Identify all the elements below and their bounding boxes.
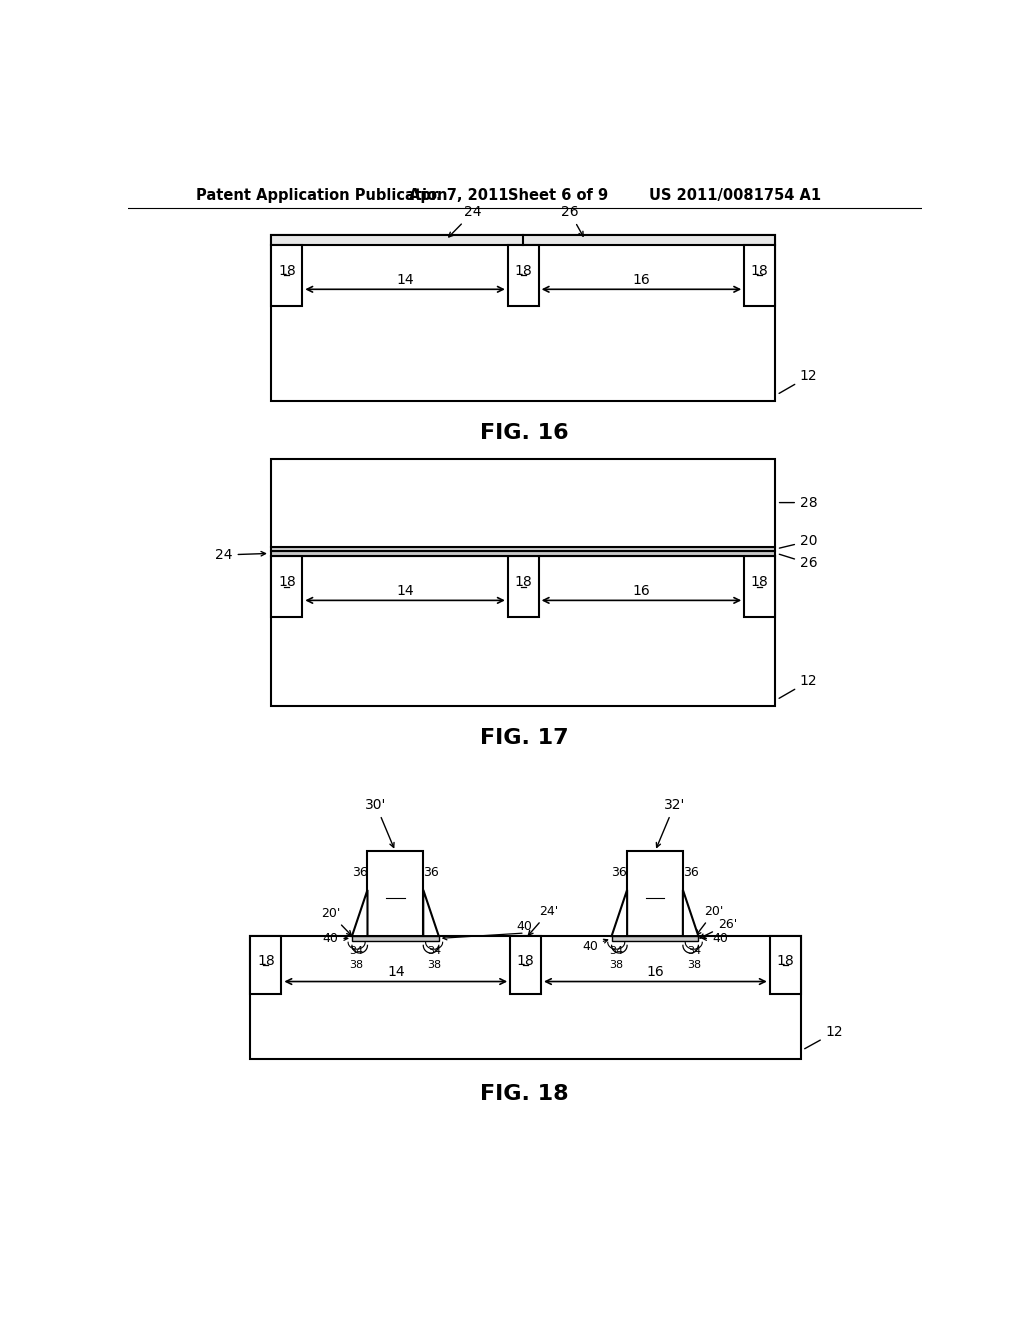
Bar: [271, 235, 775, 244]
Polygon shape: [611, 890, 627, 936]
Text: 36: 36: [683, 866, 698, 879]
Text: 40: 40: [582, 940, 598, 953]
Bar: [271, 556, 302, 618]
Text: 32': 32': [656, 799, 685, 847]
Text: 14: 14: [387, 965, 404, 979]
Text: 40: 40: [323, 932, 338, 945]
Text: 40: 40: [712, 932, 728, 945]
Text: 18: 18: [514, 264, 532, 277]
Text: 36: 36: [423, 866, 439, 879]
Text: 34: 34: [427, 946, 441, 957]
Text: 20': 20': [321, 907, 351, 936]
Text: 18: 18: [278, 576, 296, 589]
Text: 18: 18: [514, 576, 532, 589]
Bar: [508, 244, 539, 306]
Text: 28: 28: [779, 495, 817, 510]
Text: 26: 26: [561, 206, 583, 236]
Text: 40: 40: [517, 920, 532, 933]
Text: 20': 20': [696, 906, 724, 935]
Text: Apr. 7, 2011: Apr. 7, 2011: [409, 187, 508, 203]
Bar: [271, 235, 775, 401]
Bar: [271, 556, 775, 706]
Text: 30': 30': [366, 799, 394, 847]
Bar: [744, 556, 775, 618]
Bar: [368, 851, 423, 936]
Text: 18: 18: [776, 954, 794, 968]
Text: 38: 38: [609, 961, 624, 970]
Text: Sheet 6 of 9: Sheet 6 of 9: [508, 187, 608, 203]
Bar: [508, 556, 539, 618]
Text: FIG. 17: FIG. 17: [480, 729, 569, 748]
Text: 24: 24: [449, 206, 481, 236]
Text: 12: 12: [779, 675, 817, 698]
Text: 20: 20: [779, 535, 817, 548]
Bar: [352, 936, 438, 941]
Text: 12: 12: [805, 1026, 843, 1048]
Text: 24': 24': [528, 906, 559, 935]
Text: 18: 18: [751, 264, 768, 277]
Text: 28': 28': [385, 886, 407, 899]
Bar: [627, 851, 683, 936]
Bar: [271, 548, 775, 552]
Bar: [251, 936, 282, 994]
Bar: [271, 552, 775, 556]
Text: 16: 16: [633, 585, 650, 598]
Text: 24: 24: [215, 548, 265, 562]
Text: 26': 26': [700, 917, 737, 939]
Text: 28': 28': [644, 886, 666, 899]
Text: 34: 34: [349, 946, 364, 957]
Text: 26: 26: [779, 554, 817, 570]
Text: 36: 36: [611, 866, 628, 879]
Text: FIG. 18: FIG. 18: [480, 1084, 569, 1104]
Bar: [510, 936, 541, 994]
Text: 36: 36: [352, 866, 368, 879]
Text: US 2011/0081754 A1: US 2011/0081754 A1: [649, 187, 821, 203]
Text: Patent Application Publication: Patent Application Publication: [197, 187, 447, 203]
Text: 16: 16: [646, 965, 665, 979]
Text: 18: 18: [517, 954, 535, 968]
Text: 34: 34: [687, 946, 700, 957]
Text: 38: 38: [349, 961, 364, 970]
Text: 18: 18: [751, 576, 768, 589]
Text: 18: 18: [257, 954, 274, 968]
Text: FIG. 16: FIG. 16: [480, 424, 569, 444]
Text: 14: 14: [396, 585, 414, 598]
Bar: [271, 244, 302, 306]
Bar: [744, 244, 775, 306]
Bar: [611, 936, 698, 941]
Text: 34: 34: [609, 946, 624, 957]
Text: 16: 16: [633, 273, 650, 286]
Text: 18: 18: [278, 264, 296, 277]
Text: 38: 38: [687, 961, 700, 970]
Polygon shape: [352, 890, 368, 936]
Text: 14: 14: [396, 273, 414, 286]
Text: 12: 12: [779, 370, 817, 393]
Polygon shape: [423, 890, 438, 936]
Bar: [251, 936, 801, 1059]
Bar: [770, 936, 801, 994]
Bar: [271, 459, 775, 548]
Polygon shape: [683, 890, 698, 936]
Text: 38: 38: [427, 961, 441, 970]
